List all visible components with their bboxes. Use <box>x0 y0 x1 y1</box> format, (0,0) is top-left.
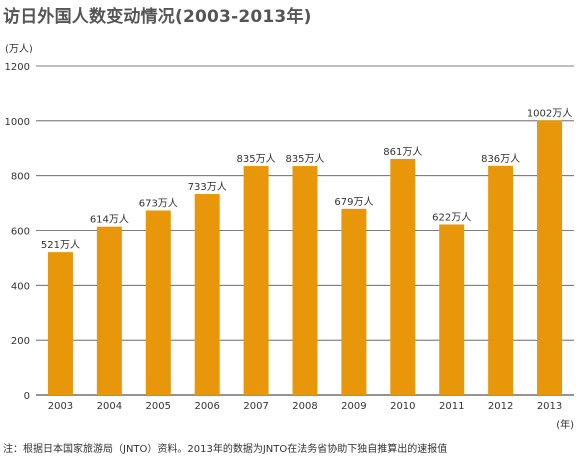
bar <box>292 166 318 395</box>
x-tick-label: 2006 <box>194 401 219 412</box>
data-label: 614万人 <box>90 214 129 226</box>
x-tick-label: 2004 <box>97 401 122 412</box>
data-label: 1002万人 <box>527 107 572 119</box>
x-tick-label: 2008 <box>292 401 317 412</box>
chart-title: 访日外国人数变动情况(2003-2013年) <box>3 7 312 27</box>
x-tick-label: 2005 <box>146 401 171 412</box>
bar <box>439 224 465 395</box>
footnote: 注：根据日本国家旅游局（JNTO）资料。2013年的数据为JNTO在法务省协助下… <box>3 444 448 455</box>
y-tick-label: 800 <box>11 172 30 183</box>
x-tick-label: 2012 <box>488 401 513 412</box>
bar <box>488 165 514 395</box>
x-tick-label: 2010 <box>390 401 415 412</box>
bar <box>145 210 171 395</box>
x-tick-label: 2003 <box>48 401 73 412</box>
bar <box>47 252 73 395</box>
y-tick-label: 0 <box>24 391 30 402</box>
x-axis-unit: (年) <box>556 420 574 431</box>
y-tick-label: 1000 <box>5 117 30 128</box>
bar <box>390 158 416 395</box>
data-label: 836万人 <box>481 153 520 165</box>
data-label: 622万人 <box>432 211 471 223</box>
y-tick-label: 400 <box>11 281 30 292</box>
data-label: 521万人 <box>41 239 80 251</box>
x-tick-label: 2013 <box>537 401 562 412</box>
data-label: 733万人 <box>188 181 227 193</box>
data-label: 861万人 <box>383 146 422 158</box>
data-label: 835万人 <box>237 153 276 165</box>
bar <box>194 194 220 395</box>
x-tick-label: 2009 <box>341 401 366 412</box>
data-label: 679万人 <box>334 196 373 208</box>
data-label: 835万人 <box>285 153 324 165</box>
y-tick-label: 1200 <box>5 62 30 73</box>
bar <box>96 226 122 395</box>
bar <box>243 166 269 395</box>
x-tick-label: 2007 <box>243 401 268 412</box>
data-label: 673万人 <box>139 197 178 209</box>
bar <box>341 208 367 395</box>
bar <box>537 120 563 395</box>
x-tick-label: 2011 <box>439 401 464 412</box>
y-tick-label: 600 <box>11 227 30 238</box>
y-tick-label: 200 <box>11 336 30 347</box>
y-axis-unit: (万人) <box>5 44 33 55</box>
